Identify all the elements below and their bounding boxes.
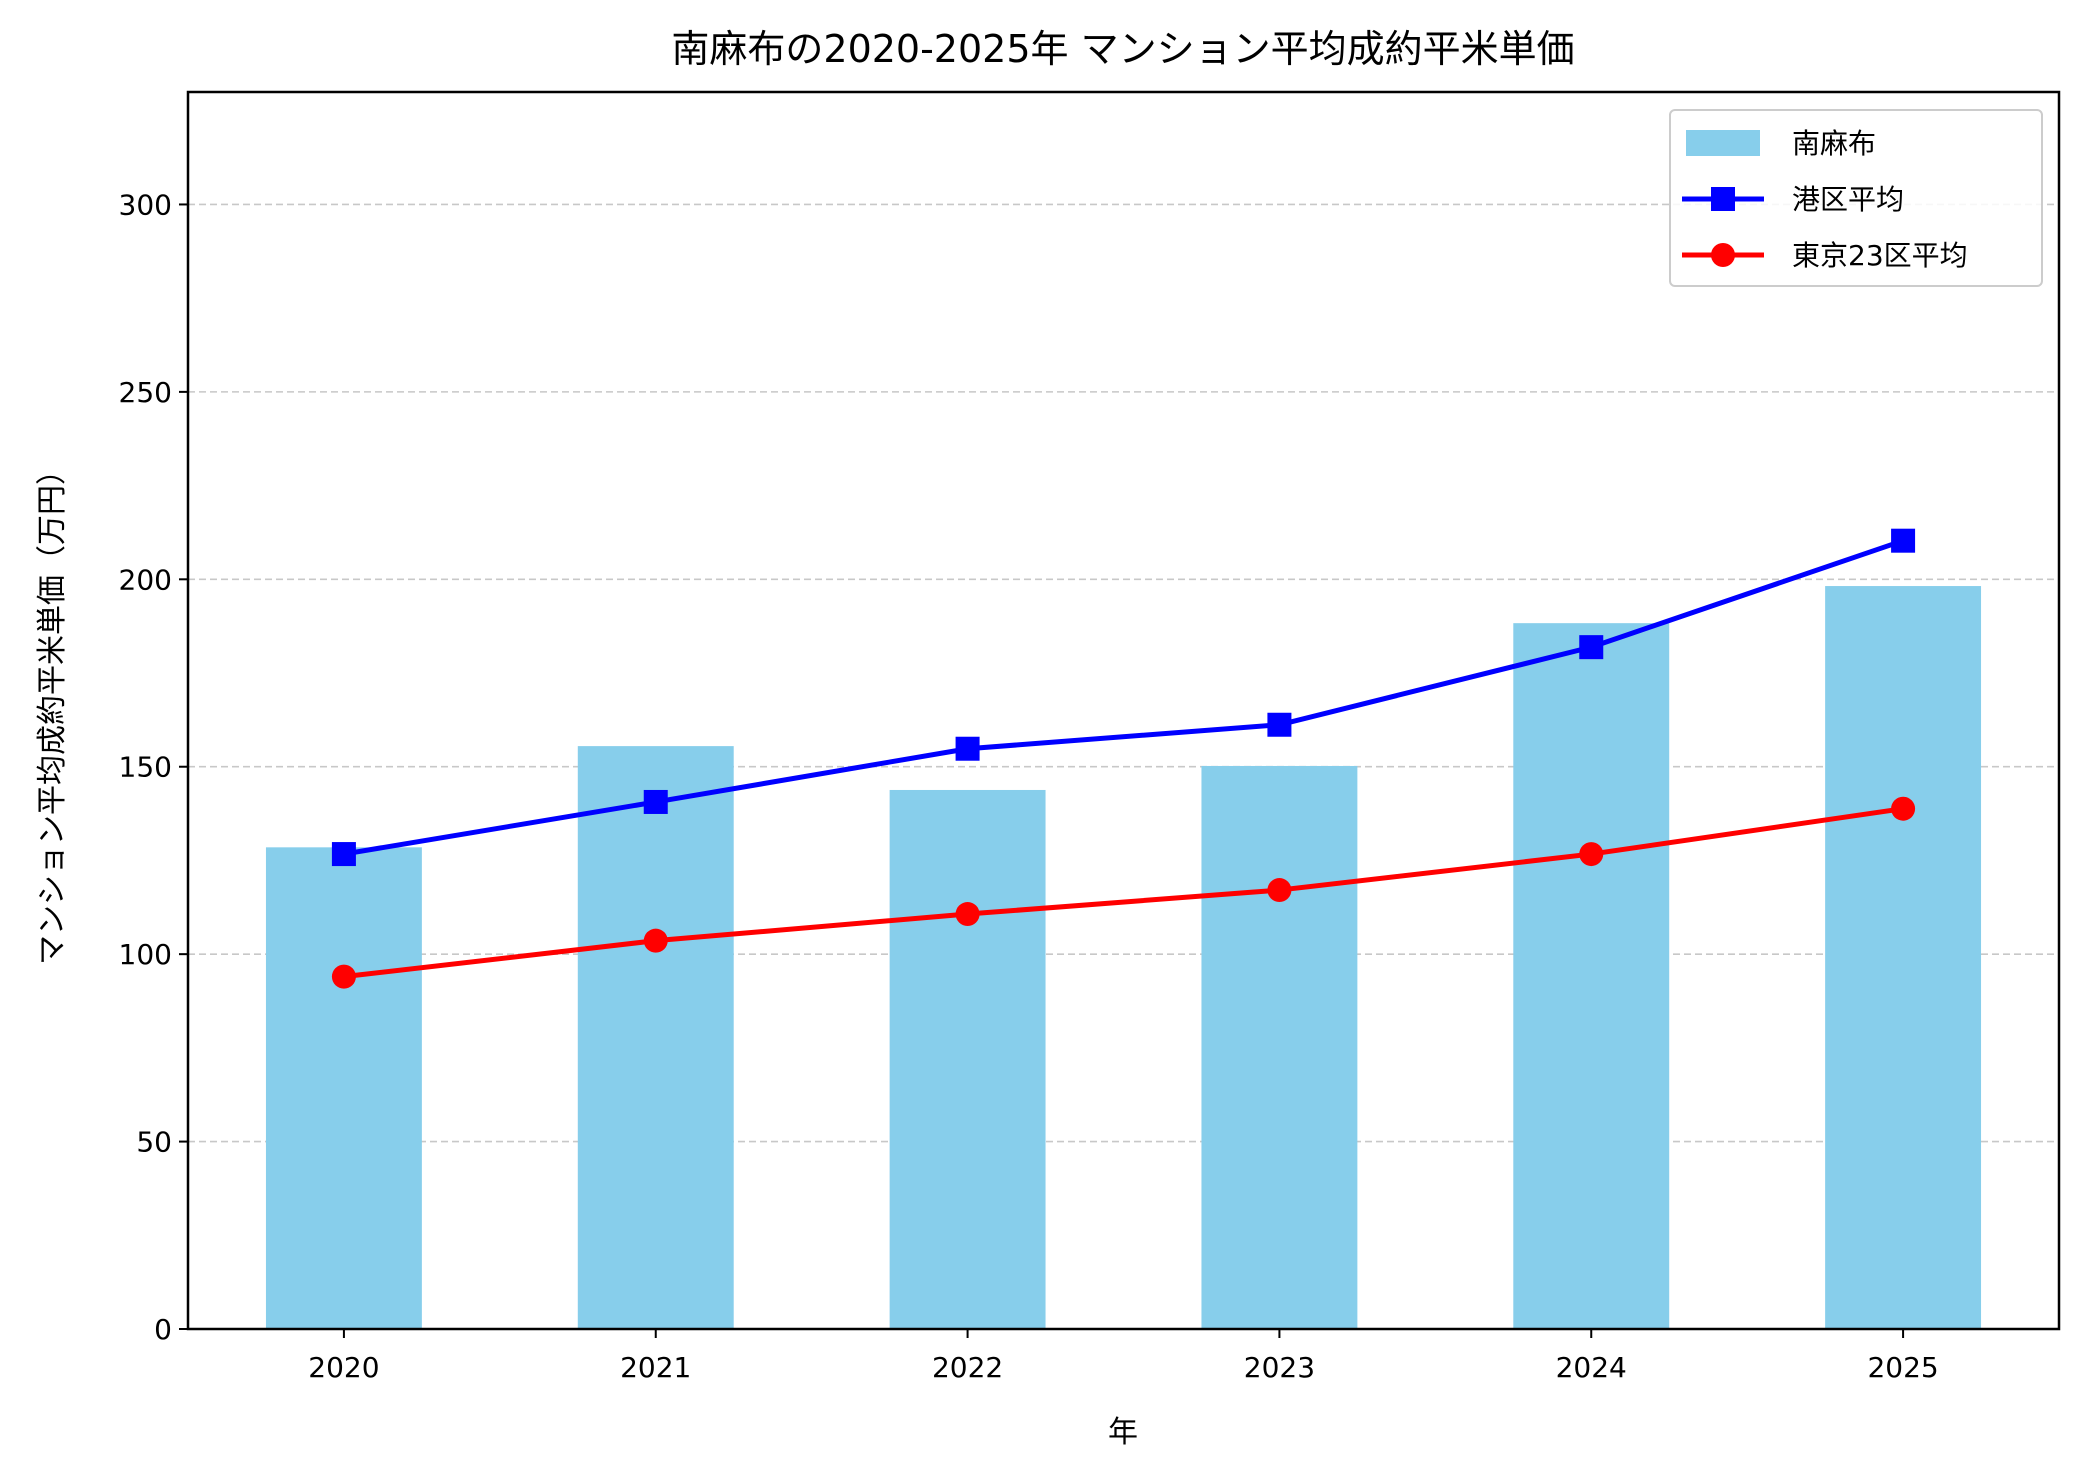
x-tick-label: 2021: [620, 1351, 691, 1384]
y-tick-label: 0: [154, 1313, 172, 1346]
marker-square: [643, 789, 668, 814]
marker-square: [331, 842, 356, 867]
y-axis: 0 50 100 150 200 250 300: [119, 188, 188, 1346]
x-tick-label: 2024: [1556, 1351, 1627, 1384]
x-tick-label: 2020: [308, 1351, 379, 1384]
lines: [331, 528, 1916, 989]
legend-label: 南麻布: [1792, 127, 1876, 160]
line-series-1: [343, 538, 1904, 857]
marker-circle: [331, 964, 356, 989]
bar-2020: [265, 847, 422, 1329]
marker-circle: [1579, 842, 1604, 867]
bar-2021: [577, 746, 734, 1329]
x-axis-label: 年: [1108, 1415, 1138, 1450]
bar-2023: [1201, 765, 1358, 1329]
x-tick-label: 2023: [1244, 1351, 1315, 1384]
x-tick-label: 2025: [1867, 1351, 1938, 1384]
legend-marker-circle: [1711, 243, 1735, 267]
y-tick-label: 250: [119, 376, 172, 409]
y-tick-label: 300: [119, 188, 172, 221]
marker-square: [955, 736, 980, 761]
legend-swatch: [1686, 130, 1760, 156]
marker-square: [1267, 712, 1292, 737]
y-tick-label: 100: [119, 938, 172, 971]
legend-marker-square: [1711, 187, 1735, 211]
legend-label: 東京23区平均: [1792, 239, 1968, 272]
y-tick-label: 150: [119, 751, 172, 784]
marker-circle: [1267, 878, 1292, 903]
x-axis: 2020 2021 2022 2023 2024 2025: [308, 1329, 1939, 1384]
marker-circle: [643, 928, 668, 953]
legend-frame: [1669, 109, 2043, 287]
y-tick-label: 200: [119, 563, 172, 596]
marker-circle: [1891, 796, 1916, 821]
marker-square: [1891, 528, 1916, 553]
line-series-2: [343, 806, 1904, 980]
plot-frame: [186, 90, 2061, 1331]
x-tick-label: 2022: [932, 1351, 1003, 1384]
y-axis-label: マンション平均成約平米単価（万円）: [35, 455, 70, 965]
gridlines: [188, 203, 2059, 1143]
chart-title: 南麻布の2020-2025年 マンション平均成約平米単価: [671, 27, 1574, 71]
bar-2022: [889, 789, 1046, 1329]
bar-2024: [1513, 623, 1670, 1329]
legend-label: 港区平均: [1792, 183, 1904, 216]
marker-square: [1579, 635, 1604, 660]
bars: [265, 586, 1982, 1329]
y-tick-label: 50: [136, 1126, 172, 1159]
bar-2025: [1825, 586, 1982, 1329]
marker-circle: [955, 902, 980, 927]
